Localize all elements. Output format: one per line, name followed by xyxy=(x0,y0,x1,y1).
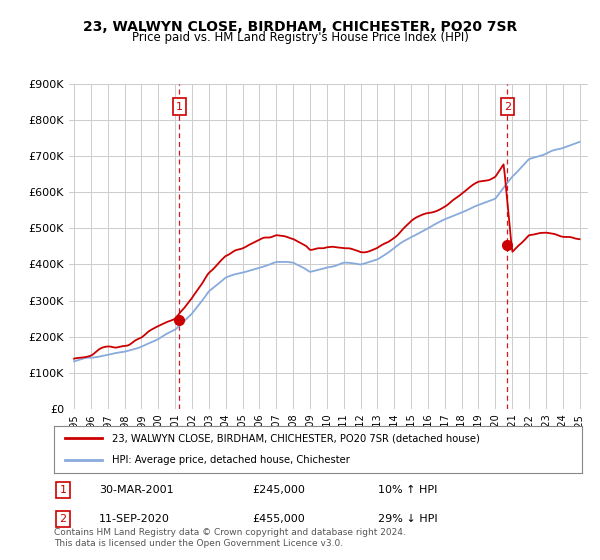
Text: £245,000: £245,000 xyxy=(252,485,305,495)
Text: 2: 2 xyxy=(59,514,67,524)
Text: Contains HM Land Registry data © Crown copyright and database right 2024.
This d: Contains HM Land Registry data © Crown c… xyxy=(54,528,406,548)
Text: HPI: Average price, detached house, Chichester: HPI: Average price, detached house, Chic… xyxy=(112,455,350,465)
Text: 11-SEP-2020: 11-SEP-2020 xyxy=(99,514,170,524)
Text: 1: 1 xyxy=(176,102,183,112)
Text: 2: 2 xyxy=(504,102,511,112)
Text: £455,000: £455,000 xyxy=(252,514,305,524)
Text: 10% ↑ HPI: 10% ↑ HPI xyxy=(378,485,437,495)
Text: 1: 1 xyxy=(59,485,67,495)
Text: 23, WALWYN CLOSE, BIRDHAM, CHICHESTER, PO20 7SR: 23, WALWYN CLOSE, BIRDHAM, CHICHESTER, P… xyxy=(83,20,517,34)
Text: 29% ↓ HPI: 29% ↓ HPI xyxy=(378,514,437,524)
Text: Price paid vs. HM Land Registry's House Price Index (HPI): Price paid vs. HM Land Registry's House … xyxy=(131,31,469,44)
Text: 23, WALWYN CLOSE, BIRDHAM, CHICHESTER, PO20 7SR (detached house): 23, WALWYN CLOSE, BIRDHAM, CHICHESTER, P… xyxy=(112,433,480,444)
Text: 30-MAR-2001: 30-MAR-2001 xyxy=(99,485,173,495)
